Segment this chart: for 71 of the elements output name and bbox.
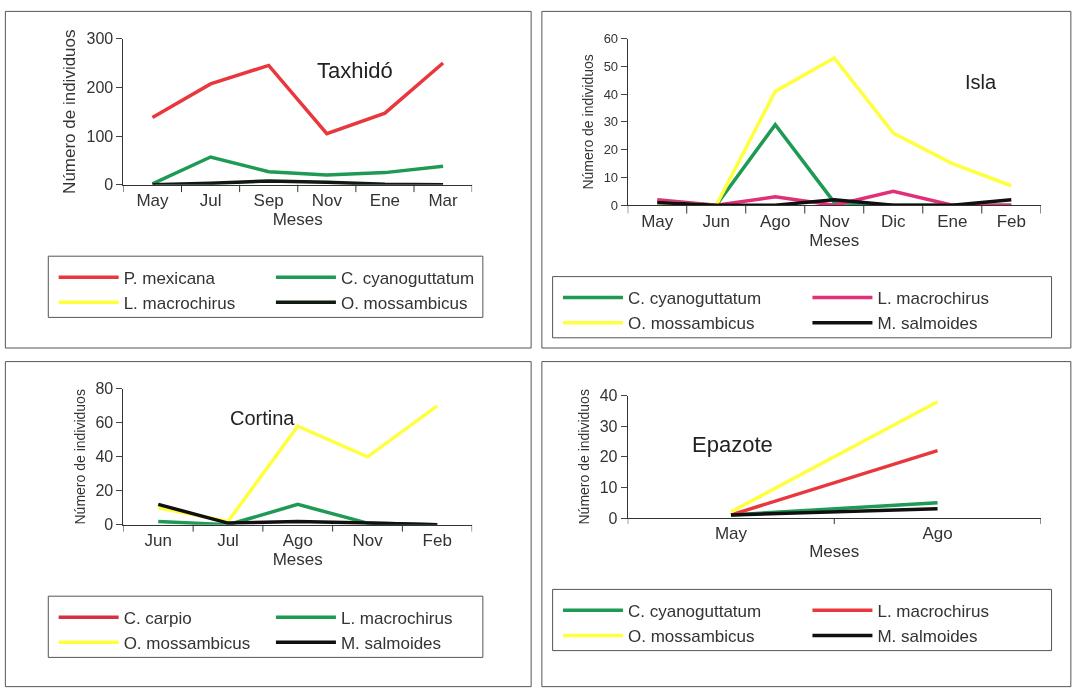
x-tick-label: Dic xyxy=(880,211,907,231)
text: Epazote xyxy=(692,432,773,457)
y-tick-label: 20 xyxy=(603,142,619,158)
y-tick-label: 50 xyxy=(603,58,619,74)
legend-label: O. mossambicus xyxy=(627,627,755,647)
y-tick-label: 40 xyxy=(599,387,618,405)
y-tick-label: 20 xyxy=(95,482,114,500)
legend-label: C. carpio xyxy=(123,608,192,628)
x-tick-label: Jul xyxy=(199,191,222,211)
y-tick-label: 0 xyxy=(610,197,619,213)
line-series xyxy=(150,61,445,136)
y-tick-label: 10 xyxy=(603,169,619,185)
legend-label: L. macrochirus xyxy=(877,289,989,309)
x-tick-label: Jul xyxy=(217,531,239,551)
x-axis-title: Meses xyxy=(272,210,323,230)
legend-label: C. cyanoguttatum xyxy=(340,268,475,288)
y-axis-title: Número de individuos xyxy=(60,29,80,194)
x-tick-label: Nov xyxy=(311,191,343,211)
y-tick-label: 10 xyxy=(599,479,618,496)
legend-label: P. mexicana xyxy=(123,268,216,288)
x-axis-title: Meses xyxy=(809,230,860,250)
legend-label: C. cyanoguttatum xyxy=(627,289,762,309)
legend-label: M. salmoides xyxy=(877,627,978,647)
y-tick-label: 300 xyxy=(86,30,114,48)
y-tick-label: 0 xyxy=(608,509,618,527)
legend-label: O. mossambicus xyxy=(627,314,755,334)
y-tick-label: 30 xyxy=(603,114,619,130)
legend-label: L. macrochirus xyxy=(340,608,453,628)
x-tick-label: Mar xyxy=(428,191,459,211)
y-axis-title: Número de individuos xyxy=(72,389,88,525)
y-tick-label: 60 xyxy=(603,31,619,47)
x-tick-label: Feb xyxy=(996,211,1026,231)
legend-label: L. macrochirus xyxy=(877,601,989,621)
x-tick-label: Sep xyxy=(253,191,284,211)
x-tick-label: Nov xyxy=(352,531,384,551)
y-axis-title: Número de individuos xyxy=(576,389,593,525)
y-tick-label: 100 xyxy=(86,127,114,145)
x-tick-label: Nov xyxy=(819,211,850,231)
text: Cortina xyxy=(230,407,296,429)
x-tick-label: Ago xyxy=(922,524,953,544)
text: Taxhidó xyxy=(317,58,393,83)
y-tick-label: 40 xyxy=(603,86,619,102)
legend-label: L. macrochirus xyxy=(123,293,236,313)
legend-label: C. cyanoguttatum xyxy=(627,601,762,621)
x-tick-label: May xyxy=(641,211,674,231)
legend-label: M. salmoides xyxy=(340,633,442,653)
y-tick-label: 60 xyxy=(95,414,114,432)
text: Isla xyxy=(965,71,997,93)
x-tick-label: Jun xyxy=(144,531,172,551)
y-tick-label: 0 xyxy=(104,176,114,194)
y-tick-label: 200 xyxy=(86,78,114,96)
y-tick-label: 0 xyxy=(104,516,114,534)
x-tick-label: Ago xyxy=(760,211,791,231)
y-tick-label: 80 xyxy=(95,380,114,398)
x-tick-label: Ene xyxy=(369,191,401,211)
y-tick-label: 20 xyxy=(599,448,618,466)
line-series xyxy=(150,155,445,185)
y-tick-label: 40 xyxy=(95,448,114,466)
x-tick-label: Ago xyxy=(282,531,313,551)
x-tick-label: May xyxy=(136,191,170,211)
legend-label: O. mossambicus xyxy=(340,293,468,313)
x-axis-title: Meses xyxy=(272,550,323,570)
x-tick-label: Ene xyxy=(937,211,968,231)
legend-label: O. mossambicus xyxy=(123,633,251,653)
y-tick-label: 30 xyxy=(599,417,618,435)
x-tick-label: May xyxy=(714,524,748,544)
legend-label: M. salmoides xyxy=(877,314,978,334)
x-tick-label: Jun xyxy=(702,211,730,231)
y-axis-title: Número de individuos xyxy=(580,54,597,190)
x-tick-label: Feb xyxy=(422,531,452,551)
x-axis-title: Meses xyxy=(809,541,860,561)
